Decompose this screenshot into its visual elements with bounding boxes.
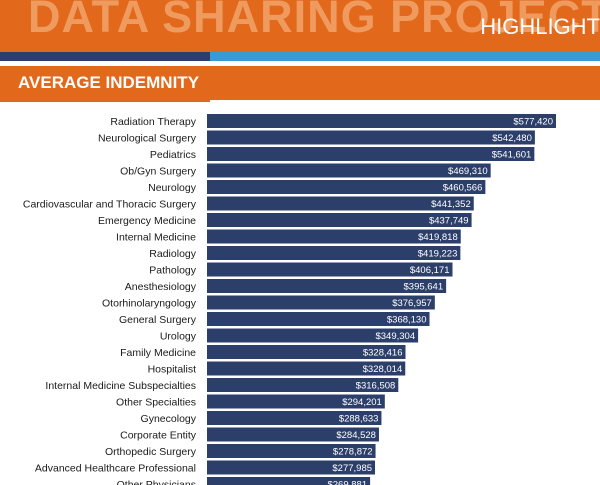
bar [207, 444, 376, 458]
bar-value-label: $437,749 [429, 216, 469, 227]
bar [207, 295, 435, 310]
category-label: Corporate Entity [120, 430, 197, 442]
bar [207, 411, 382, 425]
bar [207, 427, 379, 442]
bar-value-label: $349,304 [375, 331, 415, 342]
bar [207, 246, 461, 260]
bar [207, 460, 376, 475]
bar-value-label: $406,171 [410, 265, 450, 276]
category-label: Internal Medicine Subspecialties [45, 380, 196, 392]
bar-value-label: $269,881 [327, 480, 367, 485]
category-label: Radiation Therapy [110, 116, 196, 128]
category-label: Other Specialties [116, 397, 196, 409]
banner-subtitle: HIGHLIGHT [480, 14, 600, 39]
category-label: Ob/Gyn Surgery [120, 166, 197, 178]
category-label: Radiology [149, 248, 196, 260]
category-label: Pediatrics [150, 149, 196, 161]
bar [207, 163, 491, 178]
bar-value-label: $395,641 [404, 282, 444, 293]
category-label: Pathology [149, 265, 196, 277]
bar [207, 477, 371, 485]
bar-value-label: $577,420 [513, 117, 553, 128]
banner-title: DATA SHARING PROJECT [28, 0, 600, 42]
bar-value-label: $469,310 [448, 166, 488, 177]
category-label: Orthopedic Surgery [105, 446, 197, 458]
section-title: AVERAGE INDEMNITY [18, 73, 200, 92]
section-underline [0, 100, 210, 102]
bar-value-label: $277,985 [332, 463, 372, 474]
bar-value-label: $328,014 [363, 364, 403, 375]
average-indemnity-chart: Radiation Therapy $577,420 Neurological Su… [23, 114, 556, 485]
category-label: Advanced Healthcare Professional [35, 463, 196, 475]
bar [207, 312, 430, 326]
category-label: Cardiovascular and Thoracic Surgery [23, 199, 197, 211]
category-label: Otorhinolaryngology [102, 298, 197, 310]
blue-stripe [210, 52, 600, 61]
category-label: Hospitalist [148, 364, 197, 376]
bar [207, 229, 461, 244]
category-label: Urology [160, 331, 197, 343]
bar [207, 345, 406, 359]
bar [207, 394, 385, 409]
bar [207, 130, 535, 145]
category-label: Neurological Surgery [98, 133, 197, 145]
category-label: General Surgery [119, 314, 197, 326]
category-label: Gynecology [141, 413, 197, 425]
bar [207, 147, 535, 161]
bar [207, 262, 453, 277]
bar [207, 213, 472, 227]
bar [207, 328, 419, 343]
bar-value-label: $419,223 [418, 249, 458, 260]
bar-value-label: $316,508 [356, 381, 396, 392]
category-label: Internal Medicine [116, 232, 196, 244]
category-label: Neurology [148, 182, 197, 194]
bar [207, 378, 399, 392]
bar-value-label: $460,566 [443, 183, 483, 194]
bar [207, 196, 474, 211]
bar-value-label: $328,416 [363, 348, 403, 359]
bar-value-label: $278,872 [333, 447, 373, 458]
bar-value-label: $441,352 [431, 199, 471, 210]
bar-value-label: $294,201 [342, 397, 382, 408]
bar-value-label: $288,633 [339, 414, 379, 425]
bar-value-label: $541,601 [492, 150, 532, 161]
category-label: Other Physicians [117, 479, 196, 485]
bar [207, 180, 486, 194]
category-label: Emergency Medicine [98, 215, 196, 227]
section-header: AVERAGE INDEMNITY [0, 66, 600, 100]
bar-value-label: $419,818 [418, 232, 458, 243]
category-label: Anesthesiology [125, 281, 197, 293]
header-banner: DATA SHARING PROJECT HIGHLIGHT [0, 0, 600, 52]
bar [207, 114, 556, 128]
bar-value-label: $376,957 [392, 298, 432, 309]
bar-value-label: $542,480 [492, 133, 532, 144]
bar-value-label: $368,130 [387, 315, 427, 326]
bar [207, 279, 447, 293]
bar-value-label: $284,528 [336, 430, 376, 441]
category-label: Family Medicine [120, 347, 196, 359]
bar [207, 361, 406, 376]
